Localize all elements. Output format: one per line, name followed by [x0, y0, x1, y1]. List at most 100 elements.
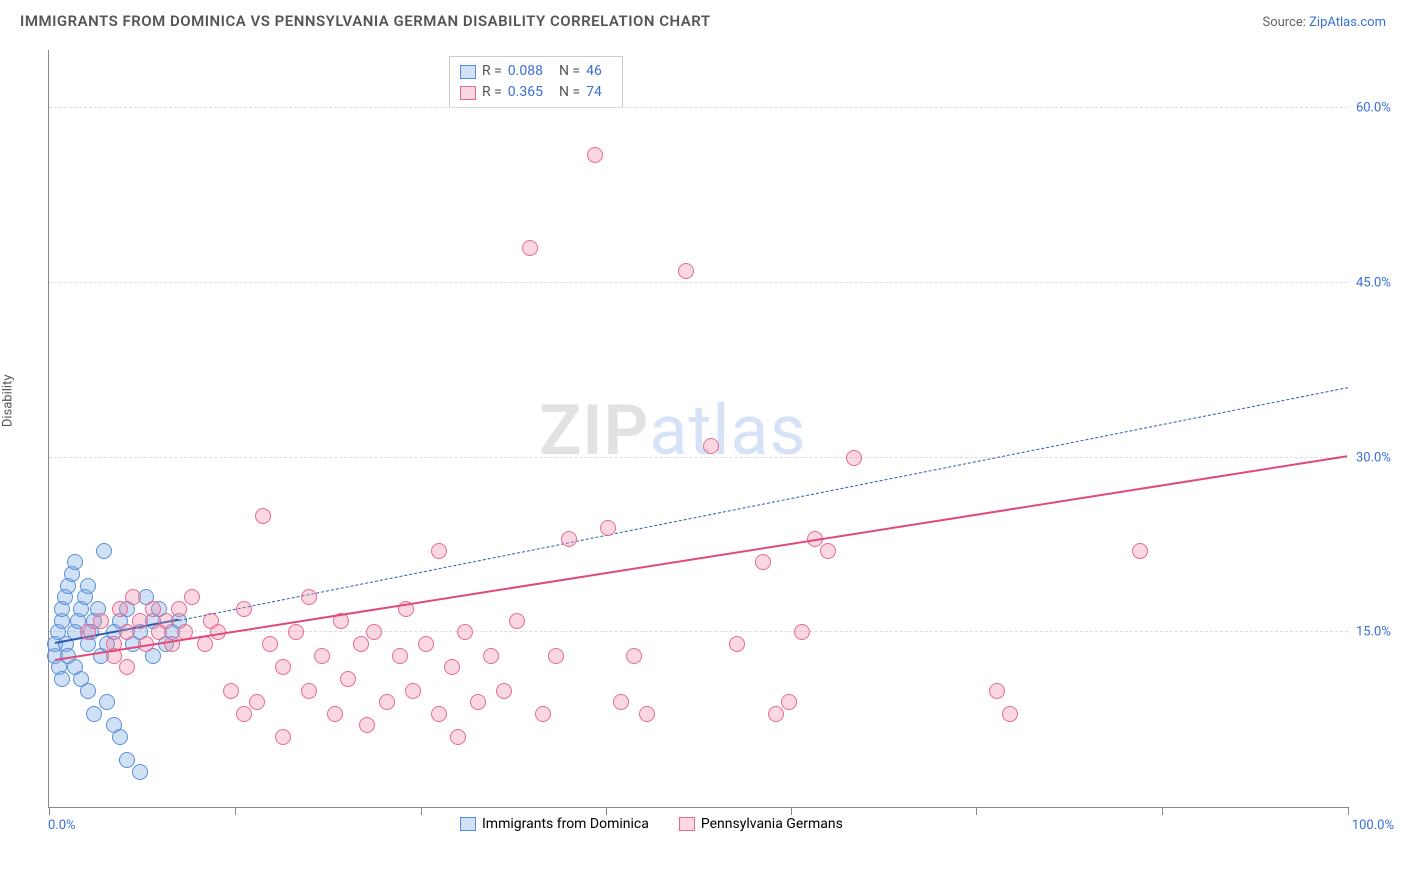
legend-item-pagerman: Pennsylvania Germans: [679, 816, 843, 832]
stats-row-pagerman: R = 0.365 N = 74: [460, 82, 612, 103]
data-point-dominica: [54, 671, 70, 687]
swatch-dominica: [460, 65, 476, 79]
x-tick: [976, 807, 977, 815]
data-point-pagerman: [600, 520, 616, 536]
data-point-pagerman: [470, 694, 486, 710]
gridline: [49, 282, 1348, 283]
data-point-pagerman: [781, 694, 797, 710]
swatch-pagerman: [460, 86, 476, 100]
data-point-pagerman: [755, 554, 771, 570]
data-point-pagerman: [249, 694, 265, 710]
data-point-pagerman: [639, 706, 655, 722]
data-point-pagerman: [509, 613, 525, 629]
data-point-pagerman: [989, 683, 1005, 699]
data-point-pagerman: [431, 543, 447, 559]
data-point-pagerman: [392, 648, 408, 664]
data-point-pagerman: [132, 613, 148, 629]
data-point-pagerman: [405, 683, 421, 699]
data-point-pagerman: [301, 683, 317, 699]
data-point-pagerman: [164, 636, 180, 652]
data-point-pagerman: [197, 636, 213, 652]
data-point-pagerman: [1002, 706, 1018, 722]
data-point-pagerman: [450, 729, 466, 745]
data-point-pagerman: [457, 624, 473, 640]
watermark: ZIPatlas: [539, 390, 807, 472]
gridline: [49, 631, 1348, 632]
data-point-pagerman: [444, 659, 460, 675]
source-label: Source: ZipAtlas.com: [1262, 15, 1386, 30]
stats-row-dominica: R = 0.088 N = 46: [460, 61, 612, 82]
trend-line: [179, 387, 1348, 621]
data-point-pagerman: [80, 624, 96, 640]
data-point-dominica: [80, 683, 96, 699]
data-point-pagerman: [678, 263, 694, 279]
data-point-pagerman: [431, 706, 447, 722]
data-point-dominica: [99, 694, 115, 710]
data-point-pagerman: [255, 508, 271, 524]
data-point-pagerman: [314, 648, 330, 664]
data-point-pagerman: [379, 694, 395, 710]
data-point-pagerman: [119, 659, 135, 675]
y-tick-label: 30.0%: [1356, 450, 1406, 465]
data-point-pagerman: [561, 531, 577, 547]
data-point-pagerman: [626, 648, 642, 664]
data-point-pagerman: [768, 706, 784, 722]
data-point-pagerman: [119, 624, 135, 640]
y-axis-label: Disability: [1, 374, 16, 427]
data-point-pagerman: [223, 683, 239, 699]
data-point-dominica: [112, 729, 128, 745]
data-point-dominica: [67, 554, 83, 570]
data-point-pagerman: [820, 543, 836, 559]
data-point-pagerman: [301, 589, 317, 605]
legend-item-dominica: Immigrants from Dominica: [460, 816, 649, 832]
gridline: [49, 107, 1348, 108]
data-point-dominica: [86, 706, 102, 722]
data-point-pagerman: [327, 706, 343, 722]
x-tick: [235, 807, 236, 815]
data-point-pagerman: [587, 147, 603, 163]
x-tick: [421, 807, 422, 815]
data-point-pagerman: [145, 601, 161, 617]
x-tick: [791, 807, 792, 815]
data-point-pagerman: [703, 438, 719, 454]
x-axis-max-label: 100.0%: [1352, 818, 1394, 833]
data-point-pagerman: [236, 706, 252, 722]
legend-label-pagerman: Pennsylvania Germans: [701, 816, 843, 832]
y-tick-label: 60.0%: [1356, 101, 1406, 116]
y-tick-label: 45.0%: [1356, 275, 1406, 290]
y-tick-label: 15.0%: [1356, 625, 1406, 640]
chart-title: IMMIGRANTS FROM DOMINICA VS PENNSYLVANIA…: [20, 12, 711, 30]
source-link[interactable]: ZipAtlas.com: [1309, 15, 1386, 30]
x-axis-min-label: 0.0%: [48, 818, 76, 833]
stats-legend: R = 0.088 N = 46 R = 0.365 N = 74: [449, 56, 623, 108]
data-point-pagerman: [613, 694, 629, 710]
data-point-pagerman: [236, 601, 252, 617]
data-point-pagerman: [535, 706, 551, 722]
data-point-pagerman: [184, 589, 200, 605]
x-tick: [1348, 807, 1349, 815]
data-point-pagerman: [353, 636, 369, 652]
x-tick: [606, 807, 607, 815]
data-point-pagerman: [359, 717, 375, 733]
data-point-pagerman: [125, 589, 141, 605]
data-point-pagerman: [158, 613, 174, 629]
legend-label-dominica: Immigrants from Dominica: [482, 816, 649, 832]
data-point-pagerman: [522, 240, 538, 256]
data-point-dominica: [80, 578, 96, 594]
data-point-pagerman: [729, 636, 745, 652]
data-point-pagerman: [275, 659, 291, 675]
swatch-dominica-bottom: [460, 817, 476, 831]
data-point-pagerman: [112, 601, 128, 617]
data-point-dominica: [96, 543, 112, 559]
series-legend: Immigrants from Dominica Pennsylvania Ge…: [460, 816, 843, 832]
data-point-pagerman: [548, 648, 564, 664]
x-tick: [49, 807, 50, 815]
data-point-pagerman: [288, 624, 304, 640]
swatch-pagerman-bottom: [679, 817, 695, 831]
data-point-pagerman: [93, 613, 109, 629]
data-point-pagerman: [171, 601, 187, 617]
data-point-pagerman: [1132, 543, 1148, 559]
scatter-plot: ZIPatlas R = 0.088 N = 46 R = 0.365 N = …: [48, 50, 1348, 808]
data-point-pagerman: [794, 624, 810, 640]
data-point-pagerman: [275, 729, 291, 745]
